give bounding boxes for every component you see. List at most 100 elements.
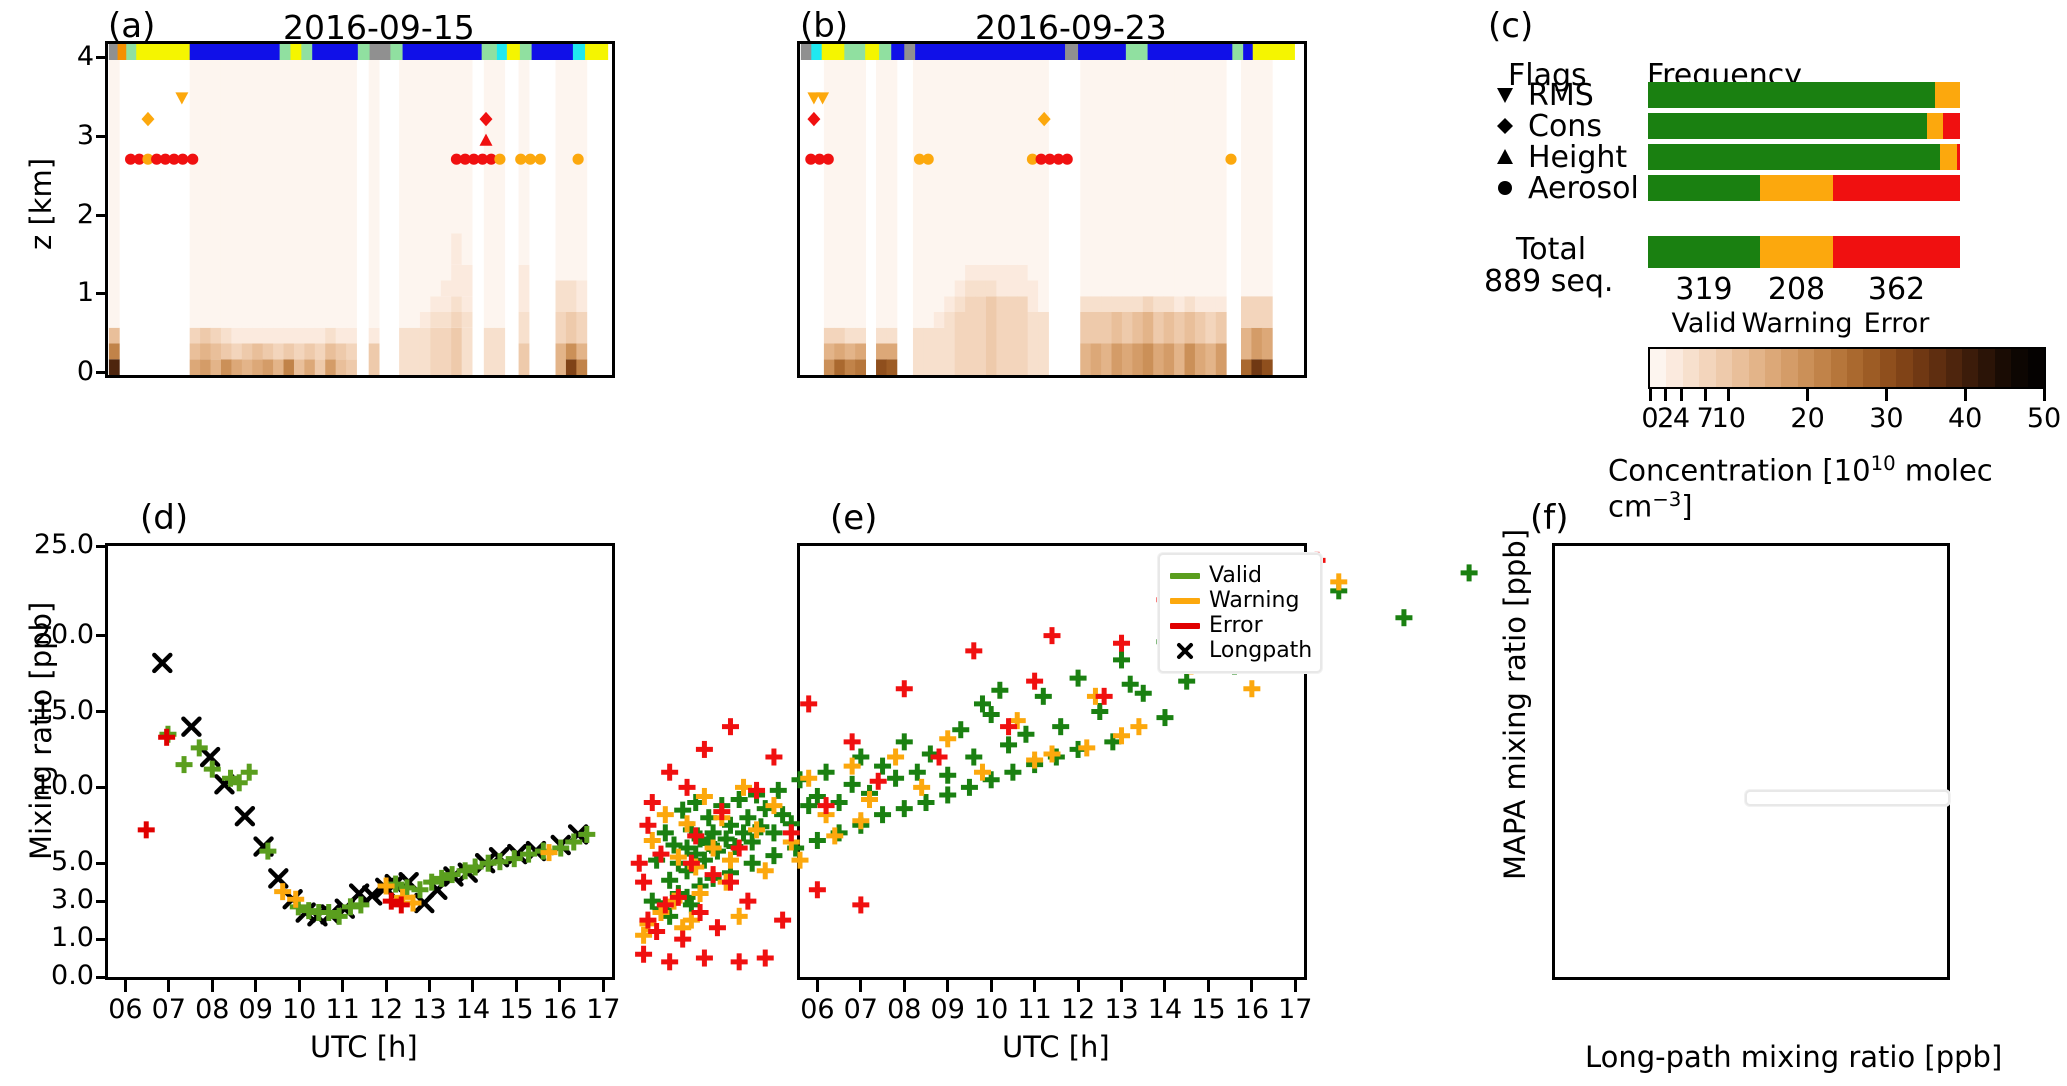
point-valid [1000,736,1018,754]
point-valid [505,850,523,868]
panel-a-title: 2016-09-15 [283,8,475,47]
colorbar-tick-label: 7 [1696,403,1714,434]
point-error [713,803,731,821]
point-longpath [234,805,256,827]
point-error [669,888,687,906]
panel-f-plot[interactable] [1552,543,1950,980]
panel-a-letter: (a) [108,6,156,46]
panel-a-ytick: 0 [76,356,94,387]
point-valid [320,904,338,922]
point-error [661,953,679,971]
point-valid [965,748,983,766]
point-valid [411,881,429,899]
panel-a-plot[interactable] [105,41,615,378]
panel-f-xlabel: Long-path mixing ratio [ppb] [1585,1040,2003,1074]
panel-d-ytick: 25.0 [33,529,94,560]
point-valid [765,847,783,865]
flag-marker-triangle-up [479,133,493,146]
panel-a-ytick: 3 [76,119,94,151]
xtick-label: 17 [1278,994,1313,1025]
flag-marker-diamond [807,111,821,127]
point-warning [1130,718,1148,736]
flag-marker-circle [922,153,934,165]
point-valid [1113,651,1131,669]
xtick-label: 09 [238,994,273,1025]
point-valid [973,695,991,713]
colorbar [1648,347,2046,389]
panel-d-plot[interactable] [105,543,615,980]
point-warning [682,911,700,929]
panel-d-ytick-mark [96,634,107,638]
panel-b-title: 2016-09-23 [975,8,1167,47]
point-valid [756,800,774,818]
flag-marker-circle [813,153,826,165]
point-warning [748,821,766,839]
point-valid [917,794,935,812]
colorbar-tick-mark [1664,389,1668,401]
point-error [756,949,774,967]
panel-e-scatter [630,551,1478,971]
point-valid [443,866,461,884]
xtick-mark [1163,980,1167,992]
point-valid [203,760,221,778]
colorbar-cell [1896,349,1914,387]
colorbar-cell [1847,349,1865,387]
colorbar-tick-label: 50 [2026,403,2062,434]
point-valid [730,790,748,808]
point-warning [1330,573,1348,591]
xtick-label: 16 [1234,994,1270,1025]
panel-b-plot[interactable] [797,41,1307,378]
point-longpath [361,885,383,906]
colorbar-cell [1666,349,1684,387]
xtick-mark [1076,980,1080,992]
point-longpath [181,716,202,737]
point-error [656,896,674,914]
point-warning [1026,751,1044,769]
point-valid [433,869,451,887]
colorbar-cell [2011,349,2029,387]
point-valid [739,809,757,827]
panel-d-ytick-mark [96,785,107,789]
point-valid [908,763,926,781]
point-longpath [199,746,221,768]
panel-a-ytick: 4 [76,41,94,72]
point-error [765,748,783,766]
xtick-label: 12 [368,994,404,1025]
point-error [661,763,679,781]
colorbar-cell [1994,349,2012,387]
panel-e-letter: (e) [830,498,878,538]
point-warning [1243,680,1261,698]
point-error [721,718,739,736]
point-valid [175,756,193,774]
point-error [1113,634,1131,652]
point-error [739,892,757,910]
point-error [704,866,722,884]
xtick-label: 08 [887,994,922,1025]
flag-marker-circle [1035,153,1047,165]
point-warning [1113,727,1131,745]
legend-dash-icon [1170,572,1200,579]
colorbar-cell [1781,349,1799,387]
point-valid [808,831,826,849]
point-valid [643,892,661,910]
point-valid [830,794,848,812]
colorbar-tick-label: 2 [1657,403,1675,434]
point-error [695,740,713,758]
panel-f-ylabel: MAPA mixing ratio [ppb] [1498,528,1532,880]
point-warning [791,851,809,869]
xtick-label: 06 [800,994,835,1025]
xtick-mark [471,980,475,992]
point-error [137,821,155,839]
total-bar [1648,236,1960,268]
colorbar-tick-label: 20 [1790,403,1825,434]
point-valid [960,778,978,796]
colorbar-tick-mark [1884,389,1888,401]
point-error [652,845,670,863]
point-error [691,904,709,922]
xtick-mark [167,980,171,992]
count-label-warning: Warning [1741,308,1853,339]
point-valid [1069,669,1087,687]
point-warning [913,778,931,796]
point-valid [674,801,692,819]
point-warning [852,812,870,830]
